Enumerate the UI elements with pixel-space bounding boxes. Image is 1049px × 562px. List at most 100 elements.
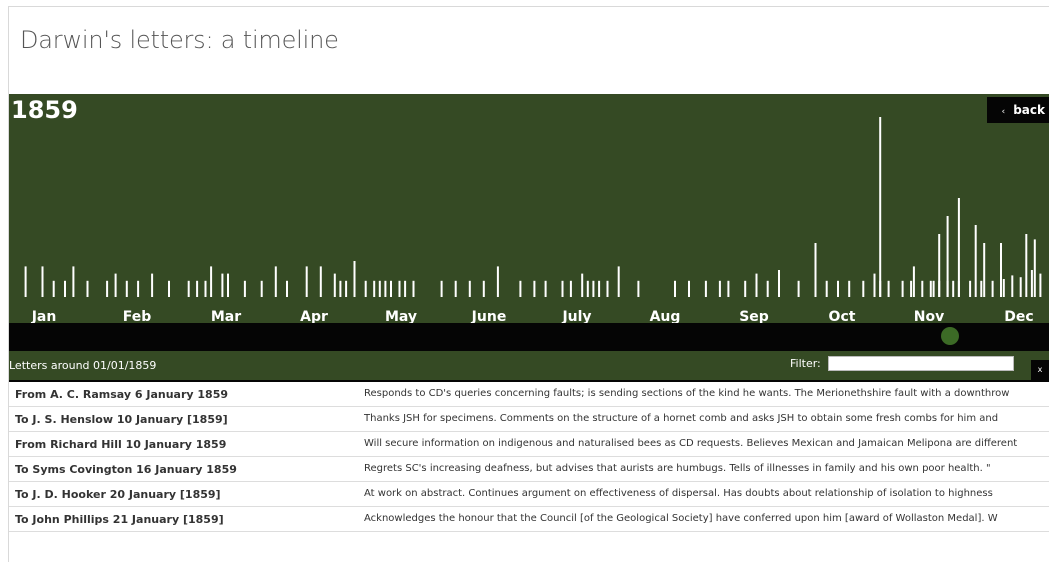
timeline-slider[interactable] bbox=[9, 323, 1049, 351]
letter-count-bar[interactable] bbox=[364, 280, 367, 297]
letter-row[interactable]: From A. C. Ramsay 6 January 1859 Respond… bbox=[9, 382, 1049, 407]
letter-count-bar[interactable] bbox=[957, 198, 960, 297]
letter-count-bar[interactable] bbox=[946, 216, 949, 297]
letter-count-bar[interactable] bbox=[797, 280, 800, 297]
letter-count-bar[interactable] bbox=[319, 266, 322, 297]
letter-count-bar[interactable] bbox=[569, 280, 572, 297]
letter-count-bar[interactable] bbox=[24, 266, 27, 297]
letter-correspondent[interactable]: From Richard Hill 10 January 1859 bbox=[15, 438, 227, 451]
letter-count-bar[interactable] bbox=[901, 280, 904, 297]
letter-correspondent[interactable]: To John Phillips 21 January [1859] bbox=[15, 513, 224, 526]
letter-count-bar[interactable] bbox=[41, 266, 44, 297]
letter-count-bar[interactable] bbox=[991, 280, 994, 297]
letter-count-bar[interactable] bbox=[274, 266, 277, 297]
letter-count-bar[interactable] bbox=[887, 280, 890, 297]
letter-correspondent[interactable]: To Syms Covington 16 January 1859 bbox=[15, 463, 237, 476]
letter-count-bar[interactable] bbox=[72, 266, 75, 297]
letter-count-bar[interactable] bbox=[227, 273, 229, 297]
letter-count-bar[interactable] bbox=[86, 280, 89, 297]
letter-row[interactable]: To Syms Covington 16 January 1859 Regret… bbox=[9, 457, 1049, 482]
letter-count-bar[interactable] bbox=[52, 280, 55, 297]
letter-count-bar[interactable] bbox=[390, 280, 392, 297]
letter-count-bar[interactable] bbox=[243, 280, 246, 297]
letter-count-bar[interactable] bbox=[974, 225, 977, 297]
letter-count-bar[interactable] bbox=[1030, 270, 1033, 297]
letter-count-bar[interactable] bbox=[879, 117, 882, 297]
letter-count-bar[interactable] bbox=[983, 243, 986, 297]
letter-count-bar[interactable] bbox=[333, 273, 336, 297]
letter-count-bar[interactable] bbox=[168, 280, 170, 297]
letter-count-bar[interactable] bbox=[848, 280, 851, 297]
letter-count-bar[interactable] bbox=[814, 243, 817, 297]
letter-correspondent[interactable]: To J. S. Henslow 10 January [1859] bbox=[15, 413, 228, 426]
letter-count-bar[interactable] bbox=[617, 266, 620, 297]
letter-count-bar[interactable] bbox=[586, 280, 589, 297]
letter-count-bar[interactable] bbox=[440, 280, 443, 297]
letter-count-bar[interactable] bbox=[598, 280, 601, 297]
letter-correspondent[interactable]: From A. C. Ramsay 6 January 1859 bbox=[15, 388, 229, 401]
letter-count-bar[interactable] bbox=[825, 280, 828, 297]
letter-count-bar[interactable] bbox=[114, 273, 117, 297]
letter-count-bar[interactable] bbox=[766, 280, 769, 297]
letter-count-bar[interactable] bbox=[398, 280, 401, 297]
letter-count-bar[interactable] bbox=[932, 280, 935, 297]
timeline-bars[interactable] bbox=[9, 94, 1049, 323]
letter-count-bar[interactable] bbox=[561, 280, 564, 297]
letter-count-bar[interactable] bbox=[196, 280, 199, 297]
letter-count-bar[interactable] bbox=[151, 273, 154, 297]
letter-count-bar[interactable] bbox=[929, 280, 932, 297]
letter-count-bar[interactable] bbox=[755, 273, 758, 297]
letter-row[interactable]: To J. S. Henslow 10 January [1859] Thank… bbox=[9, 407, 1049, 432]
letter-count-bar[interactable] bbox=[1002, 279, 1005, 297]
letter-count-bar[interactable] bbox=[688, 280, 690, 297]
letter-count-bar[interactable] bbox=[125, 280, 128, 297]
letter-count-bar[interactable] bbox=[606, 280, 609, 297]
letter-count-bar[interactable] bbox=[305, 266, 308, 297]
letter-count-bar[interactable] bbox=[744, 280, 747, 297]
letter-count-bar[interactable] bbox=[637, 280, 640, 297]
letter-count-bar[interactable] bbox=[581, 273, 584, 297]
letter-count-bar[interactable] bbox=[592, 280, 595, 297]
letter-count-bar[interactable] bbox=[204, 280, 207, 297]
letter-count-bar[interactable] bbox=[1033, 239, 1036, 297]
letter-count-bar[interactable] bbox=[260, 280, 263, 297]
letter-count-bar[interactable] bbox=[106, 280, 109, 297]
letter-count-bar[interactable] bbox=[674, 280, 676, 297]
letter-count-bar[interactable] bbox=[912, 266, 915, 297]
letter-count-bar[interactable] bbox=[952, 280, 955, 297]
letter-row[interactable]: From Richard Hill 10 January 1859 Will s… bbox=[9, 432, 1049, 457]
letter-count-bar[interactable] bbox=[1000, 243, 1002, 297]
letter-count-bar[interactable] bbox=[221, 273, 224, 297]
letter-count-bar[interactable] bbox=[412, 280, 415, 297]
letter-count-bar[interactable] bbox=[704, 280, 707, 297]
letter-count-bar[interactable] bbox=[353, 261, 356, 297]
back-button[interactable]: ‹ back bbox=[987, 97, 1049, 123]
clear-filter-button[interactable]: x bbox=[1031, 360, 1049, 380]
letter-count-bar[interactable] bbox=[137, 280, 140, 297]
letter-count-bar[interactable] bbox=[910, 280, 913, 297]
letter-count-bar[interactable] bbox=[718, 280, 721, 297]
letter-count-bar[interactable] bbox=[210, 266, 213, 297]
letter-count-bar[interactable] bbox=[384, 280, 387, 297]
letter-row[interactable]: To J. D. Hooker 20 January [1859] At wor… bbox=[9, 482, 1049, 507]
letter-count-bar[interactable] bbox=[373, 280, 376, 297]
letter-count-bar[interactable] bbox=[969, 280, 972, 297]
letter-count-bar[interactable] bbox=[837, 280, 839, 297]
letter-count-bar[interactable] bbox=[873, 273, 876, 297]
letter-count-bar[interactable] bbox=[64, 280, 66, 297]
letter-count-bar[interactable] bbox=[778, 270, 780, 297]
letter-count-bar[interactable] bbox=[938, 234, 941, 297]
slider-handle[interactable] bbox=[941, 327, 959, 345]
letter-count-bar[interactable] bbox=[862, 280, 865, 297]
letter-count-bar[interactable] bbox=[345, 280, 348, 297]
letter-count-bar[interactable] bbox=[727, 280, 730, 297]
letter-count-bar[interactable] bbox=[187, 280, 190, 297]
letter-count-bar[interactable] bbox=[921, 280, 924, 297]
letter-count-bar[interactable] bbox=[482, 280, 485, 297]
letter-count-bar[interactable] bbox=[544, 280, 547, 297]
letter-count-bar[interactable] bbox=[1039, 273, 1042, 297]
letter-correspondent[interactable]: To J. D. Hooker 20 January [1859] bbox=[15, 488, 221, 501]
letter-count-bar[interactable] bbox=[404, 280, 407, 297]
letter-count-bar[interactable] bbox=[980, 280, 983, 297]
letter-count-bar[interactable] bbox=[468, 280, 471, 297]
